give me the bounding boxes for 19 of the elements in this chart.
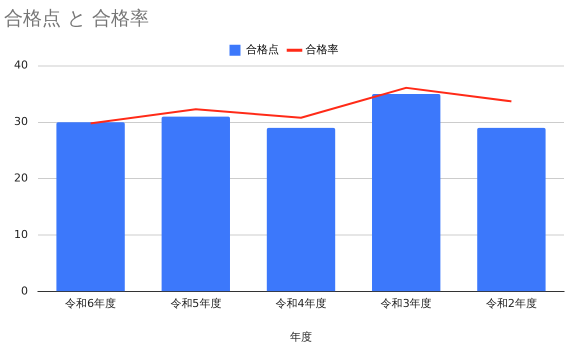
x-tick-label: 令和6年度 <box>65 297 116 310</box>
y-tick-label: 10 <box>14 228 28 242</box>
x-tick-label: 令和5年度 <box>170 297 222 310</box>
y-tick-label: 40 <box>14 58 28 72</box>
x-tick-label: 令和3年度 <box>380 297 432 310</box>
bar <box>266 128 336 292</box>
x-tick-label: 令和4年度 <box>276 297 326 310</box>
legend-label: 合格率 <box>306 43 338 56</box>
bar <box>56 122 125 292</box>
y-tick-label: 0 <box>20 284 28 298</box>
y-tick-label: 30 <box>14 115 28 128</box>
bar <box>372 94 440 292</box>
x-axis-title: 年度 <box>290 330 312 344</box>
bar <box>162 116 230 292</box>
bar <box>477 128 546 292</box>
chart-title: 合格点 と 合格率 <box>4 7 150 30</box>
y-tick-label: 20 <box>14 172 28 185</box>
legend-label: 合格点 <box>246 43 279 56</box>
x-tick-label: 令和2年度 <box>486 297 537 310</box>
